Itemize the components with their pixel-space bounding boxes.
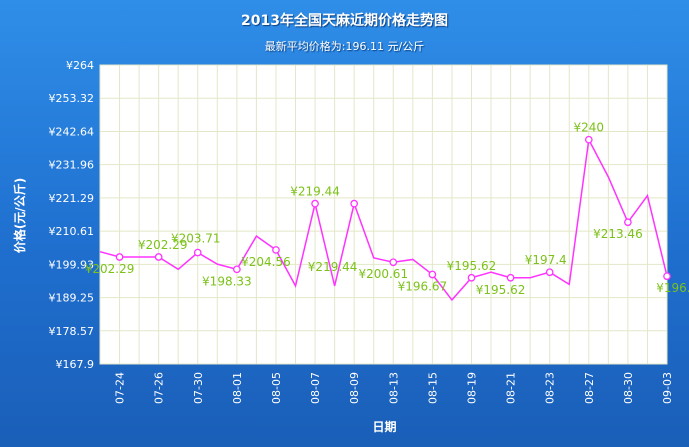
chart-subtitle: 最新平均价格为:196.11 元/公斤 xyxy=(264,40,425,53)
data-point xyxy=(428,270,437,279)
data-label: ¥196.11 xyxy=(656,281,689,295)
data-label: ¥197.4 xyxy=(525,253,567,267)
y-tick-label: ¥253.32 xyxy=(49,92,95,105)
data-point xyxy=(350,199,359,208)
x-tick-group: 08-01 xyxy=(231,372,244,404)
y-tick-label: ¥231.96 xyxy=(49,159,95,172)
x-tick-label: 08-15 xyxy=(426,372,439,404)
x-tick-group: 07-24 xyxy=(114,372,127,404)
x-tick-label: 08-19 xyxy=(465,372,478,404)
data-point xyxy=(584,135,593,144)
y-tick-label: ¥264 xyxy=(66,59,94,72)
x-tick-group: 08-15 xyxy=(426,372,439,404)
data-point xyxy=(193,248,202,257)
data-point xyxy=(311,199,319,208)
y-tick-label: ¥210.61 xyxy=(49,225,95,238)
x-tick-group: 08-27 xyxy=(583,372,596,404)
x-tick-group: 08-13 xyxy=(387,372,400,404)
data-label: ¥213.46 xyxy=(593,227,643,241)
data-label: ¥202.29 xyxy=(85,262,135,276)
data-point xyxy=(506,273,515,282)
data-label: ¥198.33 xyxy=(202,274,252,288)
y-tick-label: ¥167.9 xyxy=(56,358,95,371)
x-tick-label: 08-09 xyxy=(348,372,361,404)
data-label: ¥195.62 xyxy=(476,283,526,297)
data-point xyxy=(624,218,632,227)
x-tick-group: 07-30 xyxy=(192,372,205,404)
x-tick-label: 08-05 xyxy=(270,372,283,404)
x-tick-group: 08-07 xyxy=(309,372,322,404)
x-tick-label: 07-26 xyxy=(153,372,166,404)
data-point xyxy=(115,253,124,261)
data-point xyxy=(233,265,241,274)
x-tick-label: 08-27 xyxy=(583,372,596,404)
y-tick-label: ¥221.29 xyxy=(49,192,95,205)
data-point xyxy=(389,258,398,267)
y-tick-label: ¥242.64 xyxy=(49,125,95,138)
series-line xyxy=(99,137,668,302)
y-tick-label: ¥189.25 xyxy=(49,292,95,305)
x-tick-label: 07-24 xyxy=(114,372,127,404)
x-tick-label: 08-01 xyxy=(231,372,244,404)
data-label: ¥196.67 xyxy=(398,279,448,293)
x-tick-group: 08-05 xyxy=(270,372,283,404)
y-tick-label: ¥199.93 xyxy=(49,258,95,271)
y-tick-label: ¥178.57 xyxy=(49,325,95,338)
data-point xyxy=(545,268,554,277)
data-label: ¥200.61 xyxy=(358,267,408,281)
data-label: ¥219.44 xyxy=(290,185,340,199)
data-label: ¥240 xyxy=(574,121,605,135)
x-tick-label: 09-03 xyxy=(661,372,674,404)
x-tick-label: 08-21 xyxy=(505,372,518,404)
x-tick-label: 07-30 xyxy=(192,372,205,404)
x-tick-group: 08-09 xyxy=(348,372,361,404)
x-tick-group: 08-30 xyxy=(622,372,635,404)
data-label: ¥202.29 xyxy=(138,238,188,252)
data-point xyxy=(663,272,671,281)
data-label: ¥204.56 xyxy=(241,255,291,269)
data-point xyxy=(272,246,280,254)
x-tick-group: 08-23 xyxy=(544,372,557,404)
data-label: ¥203.71 xyxy=(171,232,221,246)
chart-title: 2013年全国天麻近期价格走势图 xyxy=(241,13,448,29)
x-tick-label: 08-07 xyxy=(309,372,322,404)
data-label: ¥219.44 xyxy=(308,260,358,274)
x-tick-group: 08-21 xyxy=(505,372,518,404)
x-tick-group: 09-03 xyxy=(661,372,674,404)
x-axis-label: 日期 xyxy=(372,420,397,434)
x-tick-group: 07-26 xyxy=(153,372,166,404)
x-tick-group: 08-19 xyxy=(465,372,478,404)
x-tick-label: 08-30 xyxy=(622,372,635,404)
data-point xyxy=(154,253,163,261)
x-tick-label: 08-13 xyxy=(387,372,400,404)
x-tick-label: 08-23 xyxy=(544,372,557,404)
data-point xyxy=(467,273,476,282)
plot-area xyxy=(99,64,668,365)
data-label: ¥195.62 xyxy=(447,259,497,273)
